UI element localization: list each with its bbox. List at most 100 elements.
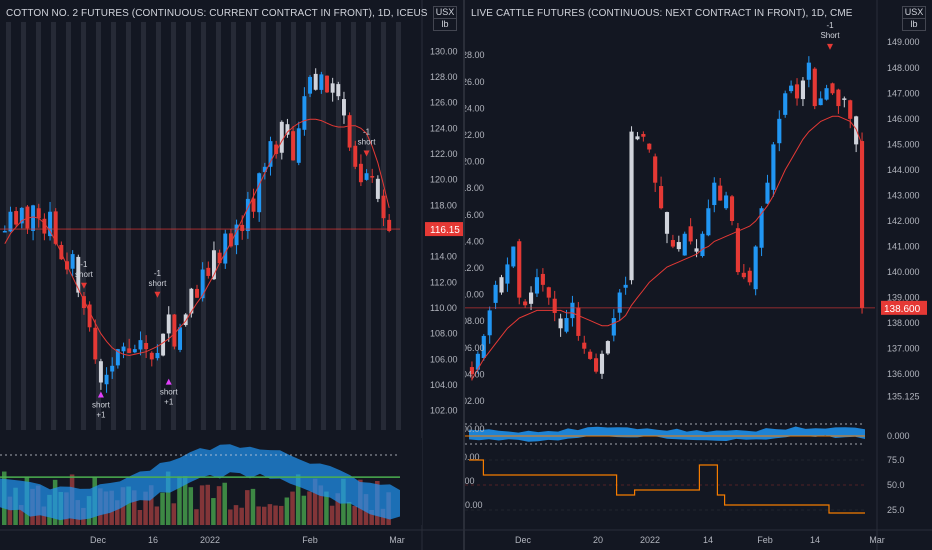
x-tick-label: 14 — [810, 535, 820, 545]
candle-body — [144, 343, 149, 350]
candle-body — [611, 318, 616, 336]
candle-body — [115, 349, 120, 366]
volume-bar — [154, 506, 160, 525]
y-tick-label: 136.000 — [887, 369, 920, 379]
session-band — [96, 22, 101, 430]
candle-body — [505, 264, 510, 284]
volume-bar — [290, 491, 295, 525]
cotton-chart-panel[interactable]: 102.00 104.00 106.00 108.00 110.00 112.00 114.… — [0, 0, 463, 550]
candle-body — [523, 301, 528, 306]
candle-body — [830, 83, 835, 94]
candle-body — [217, 252, 222, 264]
y-tick-label: 149.000 — [887, 37, 920, 47]
candle-body — [818, 98, 823, 106]
candle-body — [836, 89, 841, 107]
y-tick-label: 146.000 — [887, 114, 920, 124]
short-arrow-icon — [80, 282, 87, 289]
y-tick-label: 106.00 — [430, 354, 458, 364]
volume-bar — [335, 493, 340, 525]
candle-body — [582, 342, 587, 349]
x-tick-label: 14 — [703, 535, 713, 545]
last-price-tag — [425, 222, 463, 237]
cotton-chart-svg[interactable]: 102.00 104.00 106.00 108.00 110.00 112.00 114.… — [0, 0, 463, 550]
y-tick-label: 137.000 — [887, 344, 920, 354]
candle-body — [172, 314, 177, 347]
session-band — [201, 22, 206, 430]
candle-body — [155, 352, 160, 359]
candle-body — [800, 80, 806, 100]
candle-body — [623, 284, 628, 288]
cotton-currency-unit[interactable]: USX lb — [433, 6, 457, 31]
oscillator-area — [0, 444, 400, 521]
session-band — [111, 22, 116, 430]
candle-body — [36, 208, 41, 219]
candle-body — [475, 353, 480, 370]
candle-body — [718, 185, 723, 201]
candle-body — [234, 224, 239, 246]
y-tick-label: 122.00 — [430, 149, 458, 159]
candle-body — [8, 211, 13, 232]
y-tick-label: 138.000 — [887, 318, 920, 328]
volume-bar — [284, 497, 290, 525]
cattle-currency-unit[interactable]: USX lb — [902, 6, 926, 31]
y-tick-label: 104.00 — [430, 380, 458, 390]
candle-body — [493, 284, 498, 303]
candle-body — [279, 121, 284, 153]
session-band — [21, 22, 26, 430]
session-band — [261, 22, 266, 430]
volume-bar — [199, 485, 205, 525]
cattle-chart-panel[interactable]: 135.125 136.000 137.000 138.000 139.000 140.0… — [465, 0, 932, 550]
cotton-chart-title: COTTON NO. 2 FUTURES (CONTINUOUS: CURREN… — [6, 8, 428, 19]
candle-body — [682, 233, 687, 256]
volume-bar — [352, 505, 357, 525]
candle-body — [138, 340, 143, 350]
candle-body — [364, 173, 369, 180]
signal-label: short — [92, 400, 111, 409]
session-band — [81, 22, 86, 430]
cattle-chart-svg[interactable]: 135.125136.000137.000138.000139.000140.0… — [465, 0, 932, 550]
candle-body — [647, 143, 652, 150]
candle-body — [783, 93, 788, 115]
candle-body — [347, 115, 352, 148]
candle-body — [240, 224, 245, 231]
candle-body — [381, 195, 386, 219]
candle-body — [528, 292, 534, 304]
candle-body — [31, 205, 36, 231]
y-tick-label: 112.00 — [430, 277, 457, 287]
candle-body — [534, 277, 540, 294]
candle-body — [735, 228, 740, 273]
signal-label: short — [358, 138, 377, 147]
y-tick-label: 148.000 — [887, 63, 920, 73]
candle-body — [341, 99, 346, 116]
candle-body — [110, 365, 115, 372]
volume-bar — [233, 505, 239, 525]
volume-bar — [369, 509, 374, 525]
candle-body — [659, 186, 664, 209]
volume-bar — [307, 491, 312, 525]
volume-bar — [194, 509, 199, 525]
volume-bar — [205, 484, 210, 525]
candle-body — [641, 134, 646, 137]
volume-bar — [295, 474, 301, 525]
candle-body — [653, 156, 658, 183]
x-tick-label: 20 — [593, 535, 603, 545]
unit-label: lb — [903, 18, 925, 30]
candle-body — [700, 233, 705, 257]
volume-bar — [126, 486, 131, 525]
candle-body — [81, 296, 86, 309]
candle-body — [789, 85, 794, 92]
candle-body — [325, 75, 329, 93]
candle-body — [670, 240, 675, 247]
short-arrow-icon — [154, 291, 161, 298]
candle-body — [274, 144, 279, 154]
candle-body — [540, 273, 545, 285]
panel-divider[interactable] — [463, 0, 465, 550]
y-tick-label: 139.000 — [887, 293, 920, 303]
y-tick-label: 128.00 — [430, 72, 458, 82]
volume-bar — [346, 501, 352, 525]
candle-body — [576, 307, 581, 336]
oscillator-right-tick: 0.000 — [887, 431, 910, 441]
candle-body — [53, 211, 58, 244]
candle-body — [189, 288, 194, 314]
candle-body — [635, 136, 640, 140]
